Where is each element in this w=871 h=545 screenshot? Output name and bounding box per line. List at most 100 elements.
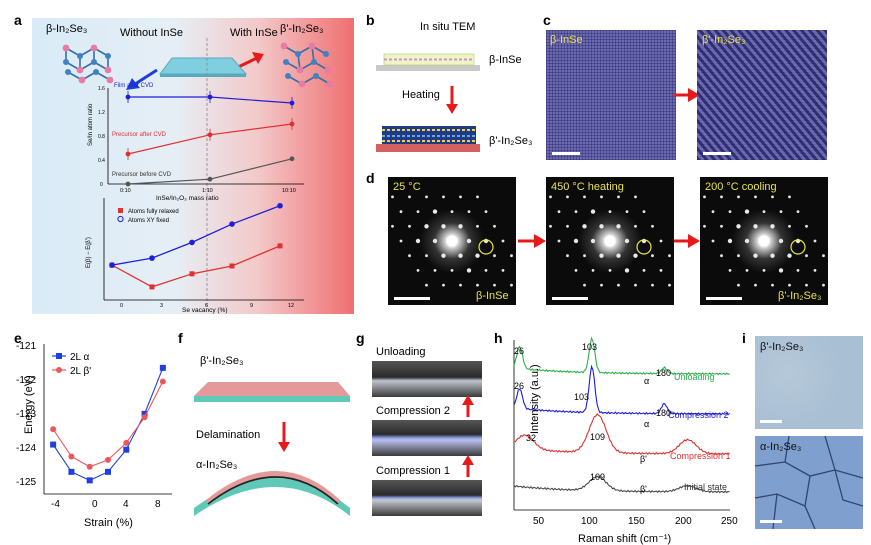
- d-spot-2--3-1: [720, 254, 723, 258]
- d-spot-0-3--1: [493, 224, 496, 228]
- e-point-beta-2: [86, 463, 93, 470]
- legend-marker-fixed: [117, 215, 124, 223]
- d-spot-1--3-2: [574, 269, 578, 272]
- d-highlight-circle-1: [636, 239, 652, 255]
- d-spot-2-0--2: [744, 209, 750, 214]
- d-spot-1-1-2: [642, 269, 646, 272]
- b-title: In situ TEM: [420, 21, 475, 33]
- e-point-alpha-3: [105, 468, 111, 475]
- d-spot-0-1--2: [450, 210, 454, 213]
- d-arrow-1: [518, 234, 546, 248]
- d-spot-1--1-1: [599, 253, 604, 258]
- a-bot-point-relaxed-2: [189, 271, 195, 277]
- d-spot-2-3-0: [813, 239, 817, 243]
- h-peak-26-a: 26: [514, 346, 524, 356]
- red-arrowhead: [252, 52, 264, 64]
- d-spot-2--2--2: [711, 210, 715, 213]
- d-spot-1-0-3: [634, 283, 637, 287]
- d-spot-0-2-3: [510, 283, 513, 287]
- d-scalebar-1: [394, 297, 430, 300]
- d-spot-1--1--2: [574, 210, 578, 213]
- e-point-alpha-5: [141, 410, 148, 417]
- d-label-25c: 25 °C: [393, 181, 421, 193]
- h-xtick-250: 250: [721, 516, 738, 527]
- d-spot-0-2--3: [459, 195, 462, 199]
- panel-b-label: b: [366, 12, 375, 28]
- i-bottom-label: α-In₂Se₃: [760, 441, 802, 453]
- d-scalebar-2: [552, 297, 588, 300]
- d-spot-0-1-3: [493, 283, 496, 287]
- d-spot-1-2-2: [659, 269, 663, 272]
- d-spot-1--2--1: [566, 224, 569, 228]
- b-insitu-top-layers: [376, 53, 480, 71]
- a-top-ylabel: Se/In atom ratio: [88, 103, 94, 146]
- d-spot-1-3--1: [651, 224, 654, 228]
- e-legend-marker-beta: [56, 367, 62, 373]
- g-photo-unloading: [372, 361, 482, 397]
- d-spot-0--1--3: [408, 195, 411, 199]
- d-spot-0-3--3: [476, 195, 479, 199]
- d-spot-1--2-3: [600, 283, 603, 287]
- d-spot-0--2--1: [408, 224, 411, 228]
- d-spot-2--3-2: [728, 269, 732, 272]
- a-bot-xtick-0: 0: [120, 303, 123, 309]
- beta-prime-in2se3-crystal-right: [280, 42, 334, 88]
- panel-g-label: g: [356, 330, 365, 346]
- d-spot-0--2-1: [425, 254, 428, 258]
- d-spot-1--3-3: [583, 283, 586, 287]
- d-spot-0-0--1: [441, 224, 446, 229]
- e-point-beta-0: [50, 426, 57, 433]
- h-peak-180-a: 180: [656, 368, 671, 378]
- h-trace-2: [513, 413, 730, 456]
- blue-arrowhead: [126, 78, 140, 90]
- g-unloading-label: Unloading: [376, 346, 426, 358]
- d-spot-2-2--1: [788, 224, 791, 228]
- d-label-beta-prime: β'-In₂Se₃: [778, 290, 822, 302]
- d-spot-0--1--2: [416, 210, 420, 213]
- d-spot-0-1-2: [484, 269, 488, 272]
- h-peak-109-c: 109: [590, 432, 605, 442]
- d-spot-0-1-0: [466, 238, 472, 244]
- d-spot-0-1--1: [458, 224, 463, 229]
- panel-c-label: c: [543, 12, 551, 28]
- a-top-xlabel: InSe/In₂O₃ mass ratio: [156, 195, 219, 202]
- d-spot-0--1-0: [432, 238, 438, 244]
- e-ylabel: Energy (eV): [23, 375, 35, 434]
- a-top-xtick-1: 1:10: [202, 188, 213, 194]
- d-spot-0--3-0: [399, 239, 403, 243]
- f-top-label: β'-In₂Se₃: [200, 355, 243, 367]
- d-spot-0-0-2: [466, 268, 472, 273]
- d-spot-1-1-0: [624, 238, 630, 244]
- d-label-200c: 200 °C cooling: [705, 181, 777, 193]
- d-spot-1-1-3: [651, 283, 654, 287]
- d-spot-1-0--3: [583, 195, 586, 199]
- a-top-ytick-0: 0: [100, 182, 103, 188]
- d-highlight-circle-2: [790, 239, 806, 255]
- d-spot-2-0--3: [737, 195, 740, 199]
- d-spot-1-3--3: [634, 195, 637, 199]
- i-top-scalebar: [760, 420, 782, 423]
- d-spot-0--3-2: [416, 269, 420, 272]
- d-spot-1-0-2: [624, 268, 630, 273]
- d-spot-1-2-3: [668, 283, 671, 287]
- f-top-film: [194, 382, 350, 396]
- d-saed-450c: [546, 177, 674, 305]
- d-spot-2-0-3: [788, 283, 791, 287]
- d-spot-1--3-0: [557, 239, 561, 243]
- e-point-alpha-6: [159, 364, 166, 371]
- c-right-scalebar: [703, 152, 731, 155]
- substrate-plate: [159, 57, 248, 75]
- d-label-450c: 450 °C heating: [551, 181, 624, 193]
- e-ytick-123: -123: [16, 409, 36, 420]
- d-spot-2-3--3: [788, 195, 791, 199]
- d-spot-0--2-3: [442, 283, 445, 287]
- f-bent-film: [206, 471, 340, 504]
- d-spot-0-1--3: [442, 195, 445, 199]
- a-top-ytick-4: 1.6: [98, 86, 105, 92]
- a-bot-point-fixed-0: [109, 262, 115, 268]
- e-xtick-0: 0: [92, 499, 98, 510]
- d-spot-2--1-2: [762, 269, 766, 272]
- e-point-alpha-2: [86, 477, 93, 484]
- d-spot-2--1--2: [728, 210, 732, 213]
- d-spot-2--2--1: [720, 224, 723, 228]
